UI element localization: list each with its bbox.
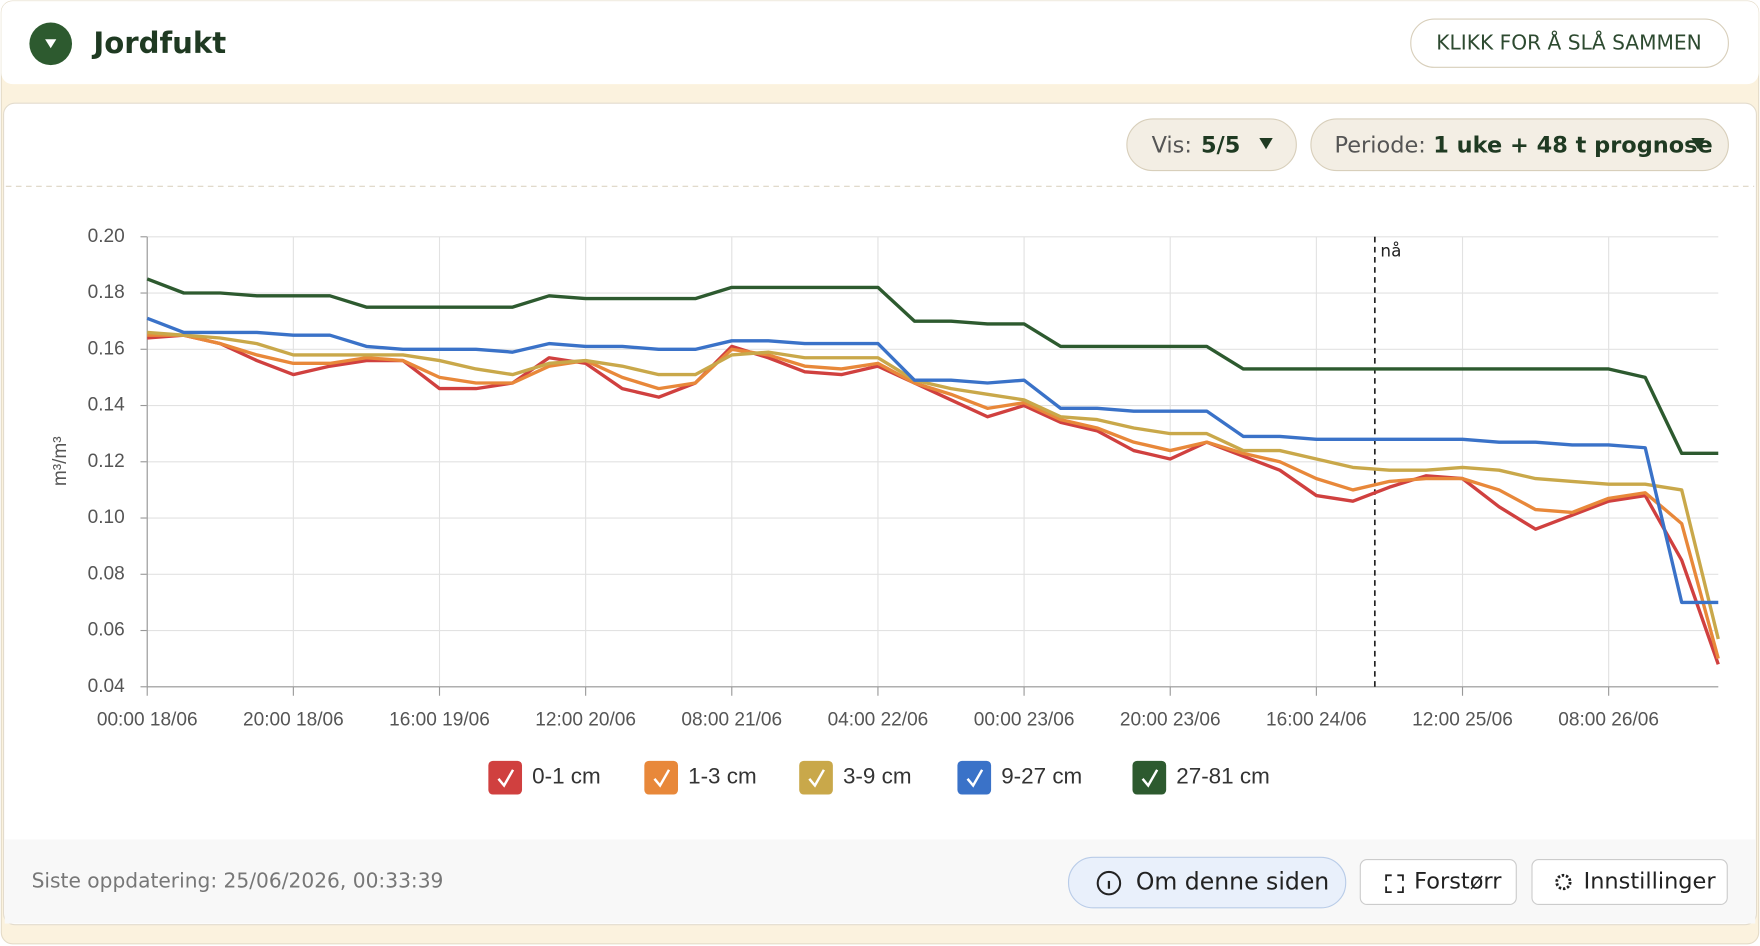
legend-check <box>1141 769 1159 788</box>
x-tick-label: 12:00 25/06 <box>1412 709 1513 730</box>
legend-checkbox[interactable] <box>1132 760 1167 795</box>
x-tick-label: 20:00 18/06 <box>243 709 344 730</box>
legend-label: 9-27 cm <box>1001 764 1082 789</box>
settings-button[interactable] <box>1531 859 1728 906</box>
x-tick-label: 16:00 24/06 <box>1266 709 1367 730</box>
period-dropdown[interactable] <box>1310 118 1729 172</box>
x-tick-label: 12:00 20/06 <box>535 709 636 730</box>
legend-check <box>497 769 515 788</box>
x-tick-label: 04:00 22/06 <box>828 709 929 730</box>
now-marker-label: nå <box>1380 240 1401 260</box>
y-tick-label: 0.18 <box>88 282 125 303</box>
legend-item[interactable]: 0-1 cm <box>488 760 601 795</box>
y-tick-label: 0.06 <box>88 620 125 641</box>
show-value: 5/5 <box>1201 132 1240 158</box>
enlarge-button[interactable] <box>1359 859 1517 906</box>
y-tick-label: 0.04 <box>88 676 125 697</box>
series-line <box>147 333 1720 660</box>
enlarge-icon <box>1385 874 1404 894</box>
legend-item[interactable]: 27-81 cm <box>1132 760 1270 795</box>
period-label: Periode: <box>1334 132 1425 158</box>
x-tick-label: 20:00 23/06 <box>1120 709 1221 730</box>
legend-item[interactable]: 9-27 cm <box>957 760 1082 795</box>
collapse-icon-arrow <box>45 39 57 49</box>
series-line <box>146 277 1719 456</box>
header-title: Jordfukt <box>91 26 226 60</box>
legend-checkbox[interactable] <box>488 760 523 795</box>
x-tick-label: 08:00 26/06 <box>1558 709 1659 730</box>
series-line <box>146 316 1719 605</box>
dropdown-arrow <box>1259 138 1273 150</box>
dropdown-arrow <box>1691 138 1705 150</box>
legend-label: 0-1 cm <box>532 764 601 789</box>
legend-check <box>808 769 825 788</box>
legend-item[interactable]: 1-3 cm <box>644 760 757 795</box>
settings-button-label: Innstillinger <box>1584 869 1717 895</box>
inner-card <box>3 102 1757 926</box>
chart: m³/m³ 0.04 0.06 0.08 0.10 0.12 0.14 0.16 0.18 0.… <box>50 226 1720 795</box>
y-tick-label: 0.20 <box>88 226 125 247</box>
legend-check <box>653 769 671 788</box>
header-bar <box>1 1 1759 85</box>
legend-label: 1-3 cm <box>688 764 757 789</box>
collapse-button[interactable] <box>1410 18 1729 68</box>
x-tick-label: 00:00 18/06 <box>97 709 198 730</box>
y-tick-label: 0.14 <box>88 395 125 416</box>
legend-label: 27-81 cm <box>1176 764 1270 789</box>
enlarge-button-label: Forstørr <box>1414 869 1502 895</box>
y-tick-label: 0.10 <box>88 507 125 528</box>
collapse-button-label: KLIKK FOR Å SLÅ SAMMEN <box>1436 30 1701 54</box>
legend-checkbox[interactable] <box>799 760 833 795</box>
about-button-label: Om denne siden <box>1136 868 1329 896</box>
y-tick-label: 0.16 <box>88 338 125 359</box>
about-button[interactable] <box>1067 856 1347 909</box>
series-line <box>147 330 1720 640</box>
x-tick-label: 08:00 21/06 <box>681 709 782 730</box>
x-tick-label: 16:00 19/06 <box>389 709 490 730</box>
y-tick-label: 0.12 <box>88 451 125 472</box>
last-update: Siste oppdatering: 25/06/2026, 00:33:39 <box>32 869 444 893</box>
y-tick-label: 0.08 <box>88 563 125 584</box>
info-icon <box>1096 870 1122 896</box>
x-tick-label: 00:00 23/06 <box>974 709 1075 730</box>
legend-item[interactable]: 3-9 cm <box>799 760 912 795</box>
legend-label: 3-9 cm <box>843 764 912 789</box>
legend-checkbox[interactable] <box>957 760 992 795</box>
period-value: 1 uke + 48 t prognose <box>1433 132 1712 158</box>
show-dropdown[interactable] <box>1126 118 1297 172</box>
settings-icon <box>1555 873 1572 891</box>
legend-checkbox[interactable] <box>644 760 679 795</box>
legend-check <box>966 769 984 788</box>
show-label: Vis: <box>1152 132 1192 158</box>
y-axis-label: m³/m³ <box>50 436 71 486</box>
